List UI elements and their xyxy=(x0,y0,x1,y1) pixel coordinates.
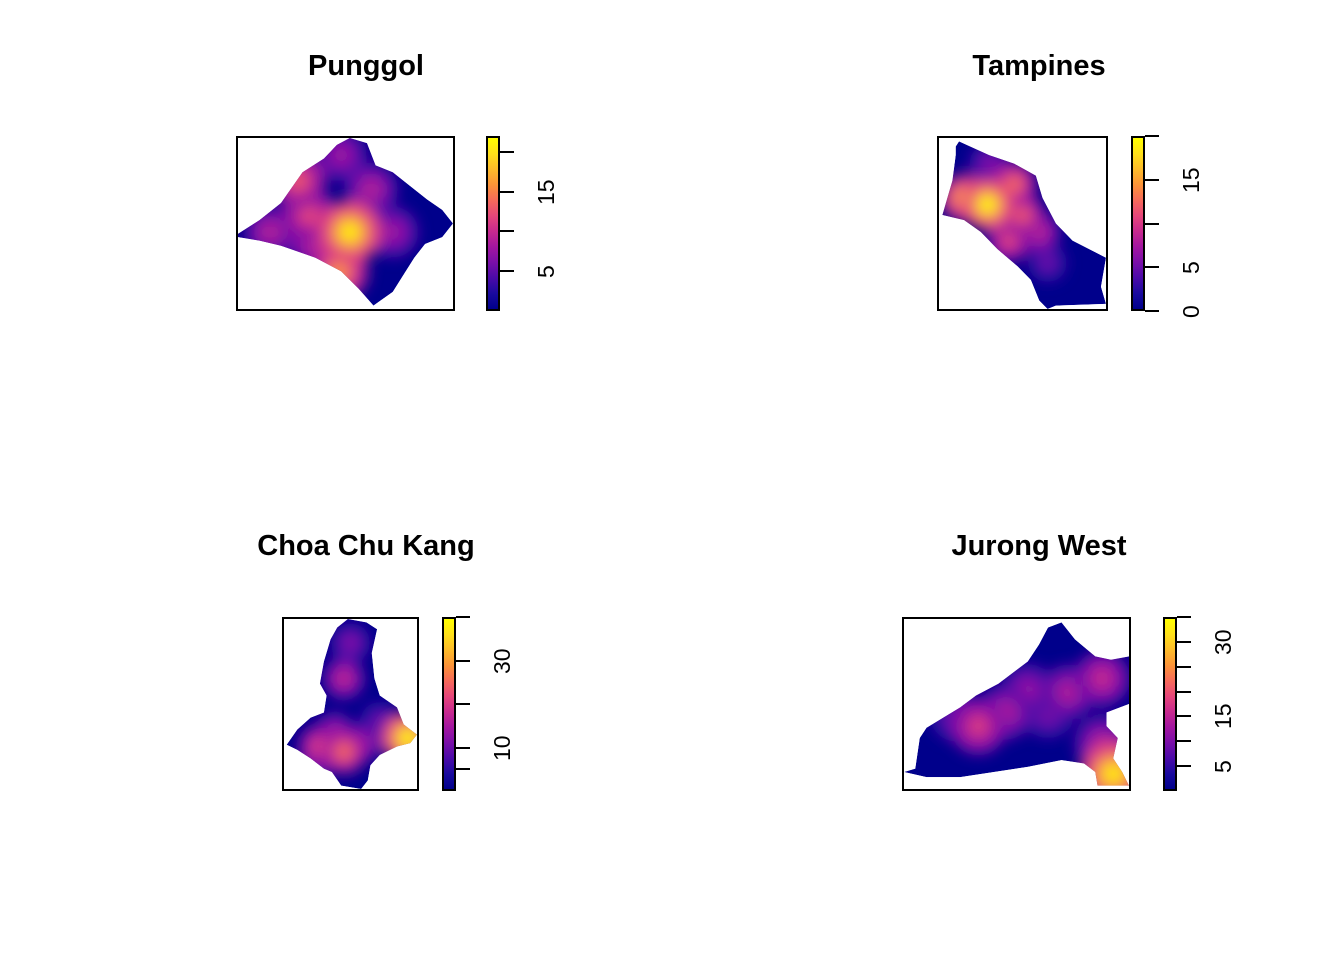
legend-tick xyxy=(1177,690,1191,693)
legend-tick-label: 15 xyxy=(533,179,559,205)
density-hotspot xyxy=(1002,234,1016,248)
density-hotspot xyxy=(363,181,380,198)
panel-title: Tampines xyxy=(972,50,1106,82)
legend-axis: 5 15 30 xyxy=(1177,616,1237,791)
density-hotspot xyxy=(1093,670,1111,687)
panel-title: Choa Chu Kang xyxy=(257,530,475,562)
legend-tick xyxy=(1145,178,1159,181)
density-hotspot xyxy=(330,262,348,281)
legend-tick-label: 5 xyxy=(1178,260,1204,274)
legend-tick xyxy=(500,150,514,153)
heatmap-svg xyxy=(904,622,1129,786)
density-hotspot xyxy=(337,672,351,685)
legend-tick xyxy=(500,190,514,193)
heatmap-region xyxy=(942,141,1106,309)
legend-tick xyxy=(1177,640,1191,643)
legend-tick xyxy=(456,616,470,618)
legend-tick xyxy=(1145,222,1159,225)
heatmap-svg xyxy=(286,619,417,789)
legend-tick xyxy=(500,270,514,273)
legend-tick-label: 15 xyxy=(1178,167,1204,193)
legend-tick xyxy=(1177,715,1191,718)
legend-bar xyxy=(1131,136,1145,311)
legend-tick xyxy=(456,768,470,771)
legend-tick xyxy=(456,746,470,749)
legend-tick xyxy=(1145,266,1159,269)
heatmap-frame xyxy=(902,617,1131,791)
panel-title: Punggol xyxy=(308,50,424,82)
density-hotspot xyxy=(979,196,996,213)
legend-tick-label: 30 xyxy=(1210,629,1236,655)
heatmap-region xyxy=(286,619,417,789)
heatmap-frame xyxy=(937,136,1108,311)
legend-tick xyxy=(1177,740,1191,743)
legend-axis: 0 5 15 xyxy=(1145,135,1205,318)
legend-tick-label: 15 xyxy=(1210,703,1236,730)
density-hotspot xyxy=(1060,684,1077,701)
legend-tick xyxy=(1145,135,1159,137)
legend-bar xyxy=(486,136,500,311)
heatmap-svg xyxy=(238,138,453,306)
legend-tick xyxy=(500,230,514,233)
density-hotspot xyxy=(983,157,995,170)
density-hotspot xyxy=(400,730,416,746)
density-hotspot xyxy=(344,636,357,649)
heatmap-region xyxy=(904,622,1129,786)
heatmap-svg xyxy=(942,141,1106,309)
legend-tick-label: 5 xyxy=(1210,759,1236,773)
density-hotspot xyxy=(304,766,317,778)
heatmap-frame xyxy=(236,136,455,311)
density-hotspot xyxy=(374,715,386,727)
legend-bar xyxy=(1163,617,1177,791)
heatmap-frame xyxy=(282,617,419,791)
legend-tick-label: 10 xyxy=(489,734,515,761)
density-hotspot xyxy=(1041,257,1054,269)
legend-tick-label: 5 xyxy=(533,264,559,278)
legend-tick xyxy=(456,659,470,662)
legend-bar xyxy=(442,617,456,791)
density-hotspot xyxy=(289,172,307,190)
legend-axis: 5 15 xyxy=(500,136,560,311)
legend-tick-label: 0 xyxy=(1178,304,1204,318)
legend-tick xyxy=(1145,310,1159,312)
density-hotspot xyxy=(385,224,401,240)
density-hotspot xyxy=(337,744,351,759)
legend-tick xyxy=(456,703,470,705)
density-hotspot xyxy=(1007,177,1021,191)
legend-tick-label: 30 xyxy=(489,647,515,674)
density-hotspot xyxy=(969,717,987,735)
density-hotspot xyxy=(1103,763,1124,784)
density-hotspot xyxy=(340,222,360,242)
heatmap-region xyxy=(238,138,453,306)
legend-tick xyxy=(1177,616,1191,618)
legend-axis: 10 30 xyxy=(456,616,516,791)
density-hotspot xyxy=(1015,208,1030,222)
legend-tick xyxy=(1177,765,1191,768)
density-hotspot xyxy=(333,147,349,163)
density-hotspot xyxy=(300,206,318,224)
panel-title: Jurong West xyxy=(951,530,1127,562)
density-hotspot xyxy=(262,224,279,240)
legend-tick xyxy=(1177,665,1191,668)
